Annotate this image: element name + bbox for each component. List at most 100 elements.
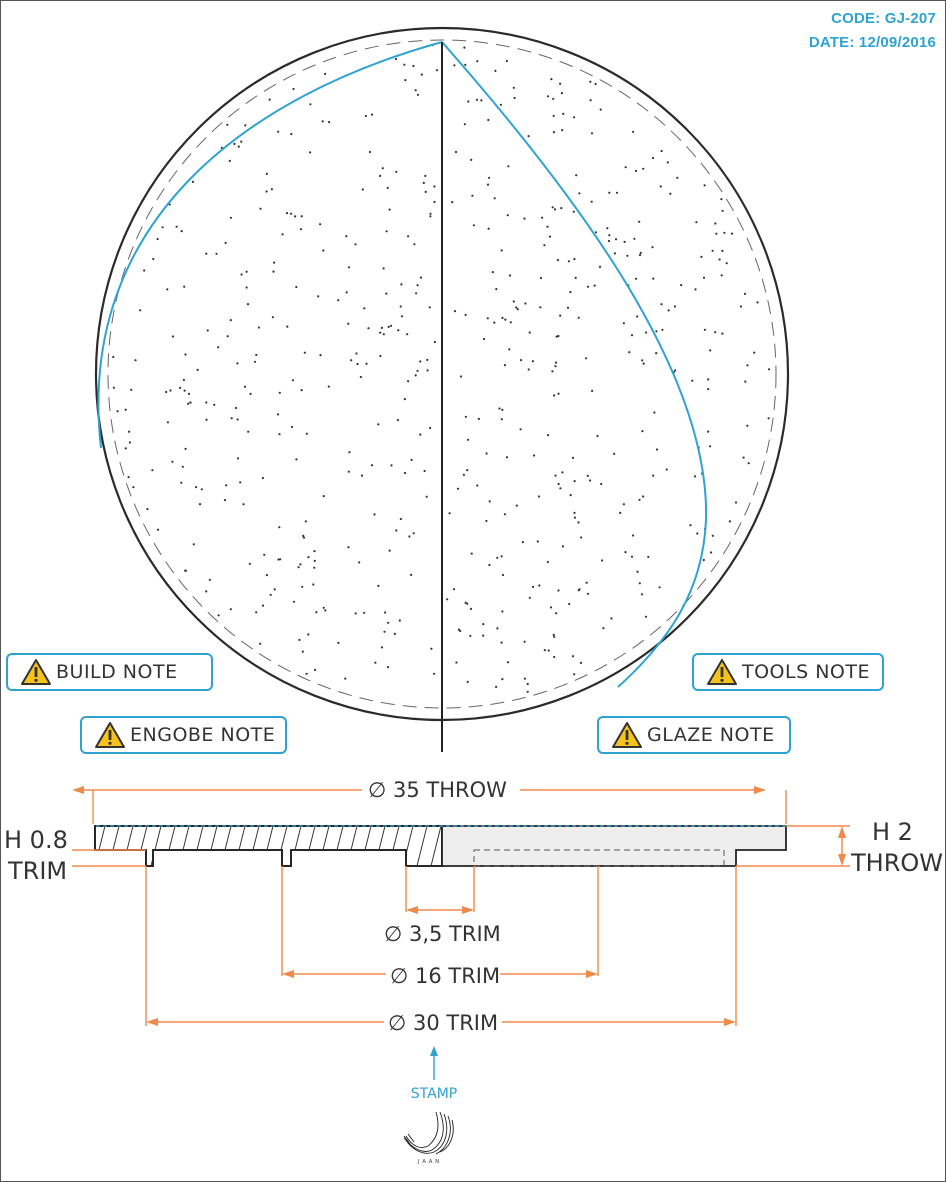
speckle-dot	[723, 231, 726, 234]
speckle-dot	[396, 419, 399, 422]
speckle-dot	[554, 474, 557, 477]
speckle-dot	[382, 267, 385, 270]
hatch-line	[429, 826, 442, 866]
speckle-dot	[400, 315, 404, 318]
speckle-dot	[696, 532, 699, 535]
speckle-dot	[734, 501, 738, 504]
speckle-dot	[700, 255, 703, 258]
speckle-dot	[561, 129, 564, 132]
speckle-dot	[161, 226, 164, 229]
speckle-dot	[383, 630, 386, 633]
speckle-dot	[166, 288, 169, 291]
speckle-dot	[622, 503, 626, 506]
speckle-dot	[187, 402, 190, 405]
speckle-dot	[112, 386, 115, 389]
speckle-dot	[300, 215, 303, 218]
stamp-arrowhead	[430, 1046, 438, 1056]
speckle-dot	[397, 329, 400, 332]
speckle-dot	[575, 174, 578, 177]
cross-section	[94, 825, 787, 867]
speckle-dot	[165, 390, 168, 394]
speckle-dot	[292, 87, 295, 91]
speckle-dot	[272, 270, 275, 273]
speckle-dot	[573, 511, 576, 514]
speckle-dot	[285, 212, 289, 215]
arrow-d35trim-left	[406, 906, 418, 914]
speckle-dot	[602, 627, 605, 630]
speckle-dot	[299, 228, 302, 231]
speckle-dot	[354, 612, 357, 615]
arrow-d35-left	[72, 786, 84, 794]
speckle-dot	[676, 176, 679, 179]
speckle-dot	[370, 464, 374, 467]
speckle-dot	[124, 447, 127, 450]
speckle-dot	[469, 607, 473, 611]
speckle-dot	[746, 364, 749, 367]
speckle-dot	[246, 303, 250, 306]
speckle-dot	[249, 392, 252, 395]
speckle-dot	[718, 258, 721, 261]
speckle-dot	[482, 623, 485, 626]
speckle-dot	[309, 151, 312, 154]
speckle-dot	[236, 362, 239, 365]
speckle-dot	[652, 474, 655, 477]
dim-h2-value: H 2	[872, 818, 913, 846]
speckle-dot	[756, 301, 759, 304]
speckle-dot	[538, 584, 541, 587]
speckle-dot	[742, 456, 745, 459]
speckle-dot	[328, 121, 331, 124]
speckle-dot	[433, 672, 436, 675]
speckle-dot	[633, 237, 636, 240]
speckle-dot	[385, 230, 388, 233]
speckle-dot	[626, 254, 629, 257]
speckle-dot	[566, 306, 570, 309]
tools-note-button[interactable]: TOOLS NOTE	[692, 653, 884, 691]
speckle-dot	[571, 655, 575, 658]
engobe-note-button[interactable]: ENGOBE NOTE	[80, 716, 287, 754]
speckle-dot	[240, 273, 243, 276]
speckle-dot	[261, 604, 265, 607]
speckle-dot	[546, 95, 550, 98]
speckle-dot	[312, 583, 315, 586]
speckle-dot	[638, 498, 641, 501]
speckle-dot	[728, 520, 732, 523]
speckle-dot	[416, 369, 419, 372]
speckle-dot	[239, 481, 242, 484]
glaze-note-button[interactable]: GLAZE NOTE	[597, 716, 791, 754]
speckle-dot	[350, 359, 353, 362]
speckle-dot	[636, 315, 639, 318]
speckle-dot	[399, 517, 402, 521]
build-note-button[interactable]: BUILD NOTE	[6, 653, 213, 691]
speckle-dot	[569, 291, 572, 294]
speckle-dot	[200, 488, 203, 491]
speckle-dot	[187, 392, 191, 395]
speckle-dot	[180, 481, 183, 484]
speckle-dot	[721, 249, 724, 252]
speckle-dot	[299, 563, 302, 566]
speckle-dot	[665, 468, 668, 471]
speckle-dot	[290, 212, 293, 215]
speckle-dot	[531, 585, 535, 589]
speckle-dot	[515, 306, 518, 309]
speckle-dot	[395, 529, 398, 532]
speckle-dot	[171, 460, 174, 463]
speckle-dot	[112, 355, 115, 359]
speckle-dot	[248, 562, 251, 565]
speckle-dot	[305, 672, 308, 675]
speckle-dot	[720, 198, 723, 201]
speckle-dot	[536, 540, 539, 543]
speckle-dot	[552, 114, 555, 117]
speckle-dot	[244, 124, 247, 127]
speckle-dot	[270, 188, 273, 191]
speckle-dot	[313, 559, 316, 563]
speckle-dot	[314, 668, 317, 672]
speckle-dot	[553, 208, 557, 211]
speckle-dot	[128, 430, 131, 433]
speckle-dot	[557, 392, 560, 395]
speckle-dot	[635, 277, 638, 280]
speckle-dot	[321, 120, 324, 123]
speckle-dot	[457, 628, 460, 631]
speckle-dot	[315, 611, 318, 614]
speckle-dot	[426, 369, 429, 372]
speckle-dot	[608, 234, 611, 237]
